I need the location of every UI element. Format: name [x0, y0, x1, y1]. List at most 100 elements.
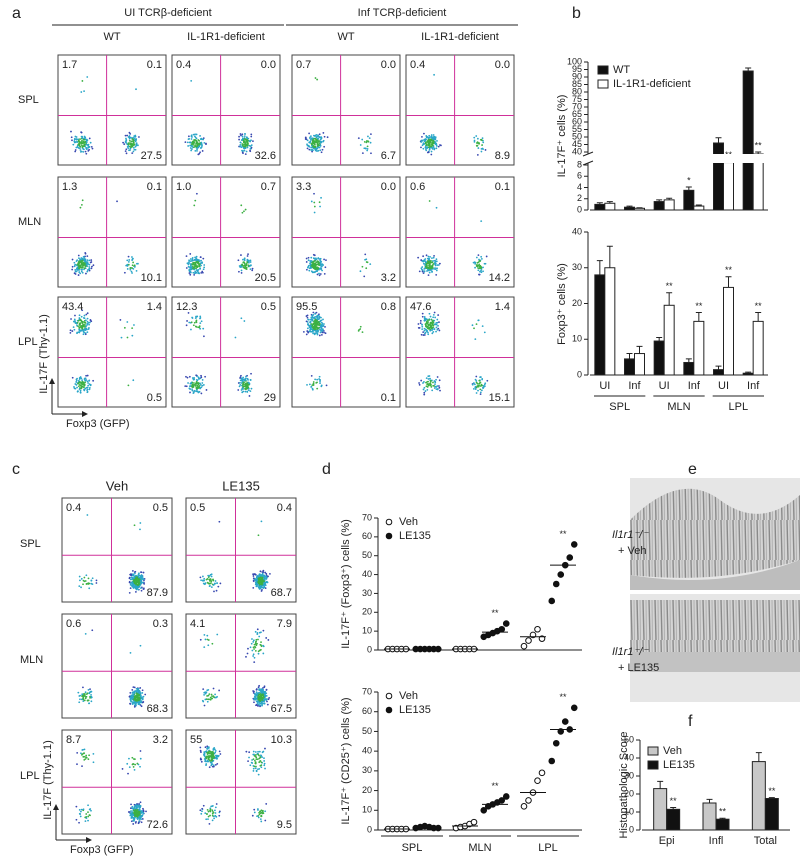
- event-dot: [140, 645, 142, 647]
- event-dot: [430, 384, 432, 386]
- y-tick-label: 0: [577, 204, 582, 214]
- event-dot: [317, 134, 319, 136]
- event-dot: [428, 137, 430, 139]
- quadrant-value: 0.6: [66, 618, 81, 630]
- event-dot: [315, 325, 317, 327]
- event-dot: [308, 257, 310, 259]
- event-dot: [438, 146, 440, 148]
- event-dot: [310, 327, 312, 329]
- event-dot: [367, 145, 369, 147]
- event-dot: [481, 389, 483, 391]
- event-dot: [313, 258, 315, 260]
- event-dot: [320, 266, 322, 268]
- event-dot: [137, 144, 139, 146]
- event-dot: [420, 267, 422, 269]
- bar: [667, 809, 680, 830]
- event-dot: [190, 258, 192, 260]
- x-tick-label: Inf: [628, 380, 641, 392]
- event-dot: [316, 388, 318, 390]
- event-dot: [264, 700, 266, 702]
- event-dot: [207, 639, 209, 641]
- event-dot: [128, 261, 130, 263]
- event-dot: [314, 378, 316, 380]
- event-dot: [261, 582, 263, 584]
- histology-label: Il1r1⁻/⁻: [612, 529, 649, 541]
- event-dot: [132, 140, 134, 142]
- event-dot: [85, 273, 87, 275]
- event-dot: [82, 199, 84, 201]
- event-dot: [195, 259, 197, 261]
- event-dot: [316, 379, 318, 381]
- quadrant-value: 1.7: [62, 59, 77, 71]
- event-dot: [199, 747, 201, 749]
- event-dot: [260, 641, 262, 643]
- event-dot: [189, 272, 191, 274]
- event-dot: [193, 324, 195, 326]
- event-dot: [261, 756, 263, 758]
- event-dot: [218, 815, 220, 817]
- quadrant-value: 0.0: [495, 59, 510, 71]
- event-dot: [423, 142, 425, 144]
- event-dot: [260, 570, 262, 572]
- column-header: WT: [103, 31, 120, 43]
- quadrant-value: 55: [190, 734, 202, 746]
- event-dot: [194, 262, 196, 264]
- plot-frame: [58, 297, 166, 407]
- event-dot: [186, 267, 188, 269]
- event-dot: [431, 257, 433, 259]
- event-dot: [134, 264, 136, 266]
- quadrant-value: 9.5: [277, 819, 292, 831]
- event-dot: [80, 151, 82, 153]
- quadrant-value: 0.3: [153, 618, 168, 630]
- event-dot: [425, 325, 427, 327]
- event-dot: [74, 387, 76, 389]
- event-dot: [136, 805, 138, 807]
- event-dot: [306, 269, 308, 271]
- event-dot: [423, 381, 425, 383]
- event-dot: [323, 332, 325, 334]
- event-dot: [484, 263, 486, 265]
- event-dot: [135, 591, 137, 593]
- x-axis-label: Foxp3 (GFP): [66, 418, 130, 430]
- quadrant-value: 0.8: [381, 301, 396, 313]
- event-dot: [315, 77, 317, 79]
- event-dot: [432, 385, 434, 387]
- event-dot: [250, 136, 252, 138]
- event-dot: [417, 257, 419, 259]
- event-dot: [199, 576, 201, 578]
- significance-mark: *: [687, 175, 691, 185]
- event-dot: [82, 146, 84, 148]
- event-dot: [314, 206, 316, 208]
- event-dot: [260, 649, 262, 651]
- event-dot: [79, 388, 81, 390]
- event-dot: [131, 585, 133, 587]
- event-dot: [439, 379, 441, 381]
- event-dot: [250, 259, 252, 261]
- event-dot: [307, 315, 309, 317]
- bar: [724, 163, 734, 210]
- event-dot: [193, 384, 195, 386]
- event-dot: [87, 699, 89, 701]
- event-dot: [215, 812, 217, 814]
- event-dot: [437, 314, 439, 316]
- event-dot: [316, 139, 318, 141]
- event-dot: [74, 318, 76, 320]
- event-dot: [264, 702, 266, 704]
- event-dot: [249, 265, 251, 267]
- event-dot: [189, 274, 191, 276]
- x-tick-label: Epi: [659, 835, 675, 847]
- event-dot: [131, 256, 133, 258]
- event-dot: [132, 582, 134, 584]
- event-dot: [474, 267, 476, 269]
- event-dot: [139, 528, 141, 530]
- y-tick-label: 0: [367, 644, 372, 654]
- event-dot: [189, 260, 191, 262]
- event-dot: [137, 697, 139, 699]
- event-dot: [189, 268, 191, 270]
- event-dot: [216, 696, 218, 698]
- event-dot: [85, 691, 87, 693]
- tissue: [630, 600, 800, 652]
- event-dot: [140, 816, 142, 818]
- event-dot: [87, 312, 89, 314]
- event-dot: [216, 590, 218, 592]
